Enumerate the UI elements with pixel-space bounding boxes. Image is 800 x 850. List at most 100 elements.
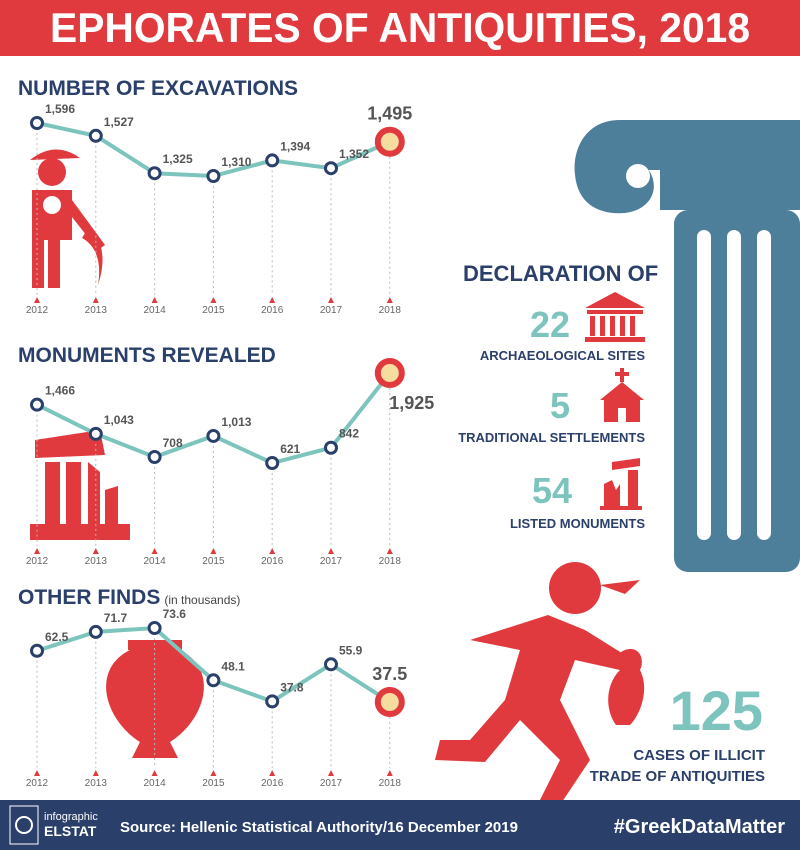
value-label: 1,596 <box>45 102 75 116</box>
value-label: 1,527 <box>104 115 134 129</box>
point <box>147 449 162 464</box>
value-label: 708 <box>163 436 183 450</box>
point <box>265 153 280 168</box>
declaration-title: DECLARATION OF <box>463 261 658 286</box>
declaration-value: 5 <box>550 385 570 426</box>
year-label: 2017 <box>320 556 343 567</box>
value-label: 1,352 <box>339 147 369 161</box>
year-marker <box>269 770 276 776</box>
year-marker <box>92 297 99 303</box>
source: Source: Hellenic Statistical Authority/1… <box>120 819 518 836</box>
value-label: 1,013 <box>221 415 251 429</box>
year-marker <box>210 770 217 776</box>
year-marker <box>269 297 276 303</box>
year-label: 2016 <box>261 305 284 316</box>
declaration-value: 22 <box>530 304 570 345</box>
value-label: 1,325 <box>163 152 193 166</box>
value-label: 1,310 <box>221 155 251 169</box>
declaration-label: TRADITIONAL SETTLEMENTS <box>458 430 645 445</box>
hashtag: #GreekDataMatter <box>614 816 785 838</box>
year-label: 2018 <box>379 305 402 316</box>
highlight-point <box>374 126 405 157</box>
year-marker <box>386 548 393 554</box>
page-title: EPHORATES OF ANTIQUITIES, 2018 <box>50 4 750 51</box>
value-label: 37.5 <box>372 664 407 684</box>
value-label: 1,043 <box>104 413 134 427</box>
point <box>30 116 44 130</box>
year-label: 2014 <box>143 778 166 789</box>
year-marker <box>92 770 99 776</box>
point <box>147 166 162 181</box>
footer-bar <box>0 800 800 850</box>
value-label: 1,466 <box>45 384 75 398</box>
point <box>324 657 338 672</box>
value-label: 62.5 <box>45 630 69 644</box>
year-marker <box>210 548 217 554</box>
value-label: 55.9 <box>339 643 363 657</box>
highlight-point <box>374 687 405 717</box>
year-marker <box>34 297 40 303</box>
year-label: 2018 <box>379 778 402 789</box>
year-marker <box>386 770 393 776</box>
year-marker <box>386 297 393 303</box>
point <box>206 673 221 688</box>
runner-icon <box>435 562 645 805</box>
temple-icon <box>585 292 645 342</box>
year-marker <box>151 548 158 554</box>
year-label: 2013 <box>85 778 108 789</box>
declaration-value: 54 <box>532 470 572 511</box>
year-label: 2012 <box>26 305 49 316</box>
value-label: 48.1 <box>221 659 245 673</box>
church-icon <box>600 368 644 422</box>
year-label: 2018 <box>379 556 402 567</box>
ruin-column-icon <box>30 430 130 540</box>
point <box>206 428 221 443</box>
point <box>30 643 44 658</box>
charts: NUMBER OF EXCAVATIONS 2012 2013 2014 2015 201… <box>18 77 434 789</box>
value-label: 1,394 <box>280 139 310 153</box>
value-label: 37.8 <box>280 680 304 694</box>
declaration-label: ARCHAEOLOGICAL SITES <box>480 348 645 363</box>
chart-title: NUMBER OF EXCAVATIONS <box>18 77 298 100</box>
year-label: 2016 <box>261 556 284 567</box>
year-label: 2012 <box>26 778 49 789</box>
value-label: 1,495 <box>367 104 412 124</box>
chart-subtitle: (in thousands) <box>164 593 240 607</box>
value-label: 71.7 <box>104 611 128 625</box>
year-label: 2012 <box>26 556 49 567</box>
chart-title: MONUMENTS REVEALED <box>18 344 276 367</box>
year-marker <box>269 548 276 554</box>
declaration-label: LISTED MONUMENTS <box>510 516 645 531</box>
year-label: 2016 <box>261 778 284 789</box>
excavator-icon <box>30 149 105 288</box>
illicit-label: CASES OF ILLICIT <box>633 747 765 764</box>
year-label: 2014 <box>143 305 166 316</box>
year-marker <box>92 548 99 554</box>
point <box>88 128 103 143</box>
logo-box <box>9 805 39 845</box>
chart-title: OTHER FINDS <box>18 586 160 609</box>
illicit-label: TRADE OF ANTIQUITIES <box>590 768 765 785</box>
year-label: 2015 <box>202 305 225 316</box>
ruins-icon <box>600 458 642 510</box>
value-label: 1,925 <box>389 393 434 413</box>
point <box>265 694 280 709</box>
point <box>265 456 280 470</box>
value-label: 842 <box>339 427 359 441</box>
year-label: 2015 <box>202 778 225 789</box>
illicit-value: 125 <box>670 679 763 742</box>
point <box>30 397 44 412</box>
year-marker <box>151 770 158 776</box>
point <box>88 624 103 639</box>
year-marker <box>328 770 334 776</box>
value-label: 621 <box>280 442 300 456</box>
year-label: 2017 <box>320 305 343 316</box>
year-marker <box>34 548 40 554</box>
point <box>324 161 338 176</box>
year-marker <box>34 770 40 776</box>
year-marker <box>328 548 334 554</box>
year-marker <box>328 297 334 303</box>
logo-text: infographic <box>44 811 98 823</box>
point <box>324 440 338 455</box>
